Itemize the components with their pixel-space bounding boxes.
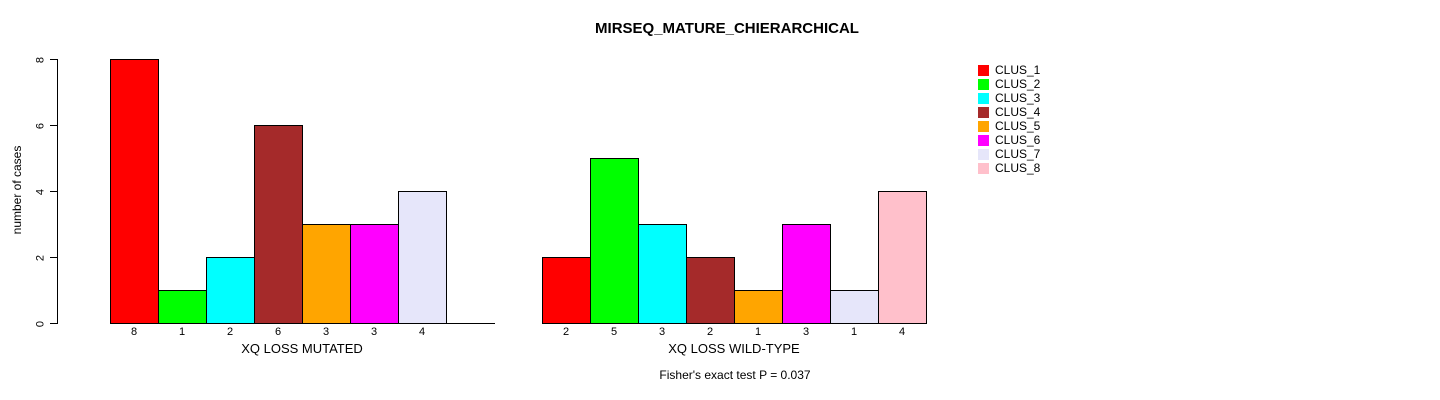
bar-value-label: 3 xyxy=(322,326,330,338)
chart-title: MIRSEQ_MATURE_CHIERARCHICAL xyxy=(595,20,859,37)
bar xyxy=(734,290,783,324)
legend-label: CLUS_2 xyxy=(995,77,1041,91)
y-axis-tick xyxy=(50,257,57,258)
bar-value-label: 8 xyxy=(130,326,138,338)
y-axis-tick xyxy=(50,125,57,126)
legend-swatch-icon xyxy=(978,148,989,160)
group-x-label: XQ LOSS MUTATED xyxy=(241,341,363,356)
bar xyxy=(158,290,207,324)
y-axis-label: number of cases xyxy=(10,145,24,235)
legend-row: CLUS_8 xyxy=(978,161,1040,175)
bar xyxy=(398,191,447,324)
bar-value-label: 1 xyxy=(754,326,762,338)
bar-value-label: 6 xyxy=(274,326,282,338)
bar-value-label: 2 xyxy=(226,326,234,338)
legend-swatch-icon xyxy=(978,92,989,104)
bar xyxy=(590,158,639,324)
legend-row: CLUS_5 xyxy=(978,119,1040,133)
y-axis-line xyxy=(57,59,58,324)
legend-row: CLUS_6 xyxy=(978,133,1040,147)
y-axis-tick xyxy=(50,191,57,192)
legend-row: CLUS_1 xyxy=(978,63,1040,77)
legend-row: CLUS_7 xyxy=(978,147,1040,161)
fisher-test-annotation: Fisher's exact test P = 0.037 xyxy=(659,368,811,382)
legend-row: CLUS_2 xyxy=(978,77,1040,91)
y-tick-label: 6 xyxy=(34,122,47,129)
y-tick-label: 8 xyxy=(34,56,47,63)
bar-value-label: 3 xyxy=(658,326,666,338)
bar-value-label: 1 xyxy=(850,326,858,338)
bar-value-label: 1 xyxy=(178,326,186,338)
y-tick-label: 2 xyxy=(34,254,47,261)
bar-value-label: 2 xyxy=(562,326,570,338)
bar xyxy=(782,224,831,324)
legend-swatch-icon xyxy=(978,64,989,76)
legend-swatch-icon xyxy=(978,120,989,132)
bar xyxy=(206,257,255,324)
bar-value-label: 2 xyxy=(706,326,714,338)
bar-value-label: 3 xyxy=(370,326,378,338)
y-tick-label: 0 xyxy=(34,320,47,327)
legend: CLUS_1 CLUS_2 CLUS_3 CLUS_4 CLUS_5 CLUS_6 CLUS… xyxy=(978,63,1040,175)
bar xyxy=(686,257,735,324)
bar-value-label: 4 xyxy=(418,326,426,338)
legend-swatch-icon xyxy=(978,162,989,174)
bar xyxy=(254,125,303,324)
bar-value-label: 4 xyxy=(898,326,906,338)
bar xyxy=(878,191,927,324)
bar xyxy=(350,224,399,324)
bar xyxy=(302,224,351,324)
legend-label: CLUS_3 xyxy=(995,91,1041,105)
legend-label: CLUS_8 xyxy=(995,161,1041,175)
bar xyxy=(542,257,591,324)
legend-swatch-icon xyxy=(978,78,989,90)
legend-label: CLUS_5 xyxy=(995,119,1041,133)
legend-row: CLUS_4 xyxy=(978,105,1040,119)
legend-label: CLUS_1 xyxy=(995,63,1041,77)
bar xyxy=(830,290,879,324)
bar-value-label: 3 xyxy=(802,326,810,338)
legend-label: CLUS_4 xyxy=(995,105,1041,119)
bar xyxy=(110,59,159,324)
y-tick-label: 4 xyxy=(34,188,47,195)
legend-swatch-icon xyxy=(978,106,989,118)
legend-row: CLUS_3 xyxy=(978,91,1040,105)
y-axis-tick xyxy=(50,59,57,60)
y-axis-tick xyxy=(50,323,57,324)
group-x-label: XQ LOSS WILD-TYPE xyxy=(668,341,800,356)
bar xyxy=(638,224,687,324)
legend-label: CLUS_6 xyxy=(995,133,1041,147)
bar-value-label: 5 xyxy=(610,326,618,338)
legend-swatch-icon xyxy=(978,134,989,146)
legend-label: CLUS_7 xyxy=(995,147,1041,161)
